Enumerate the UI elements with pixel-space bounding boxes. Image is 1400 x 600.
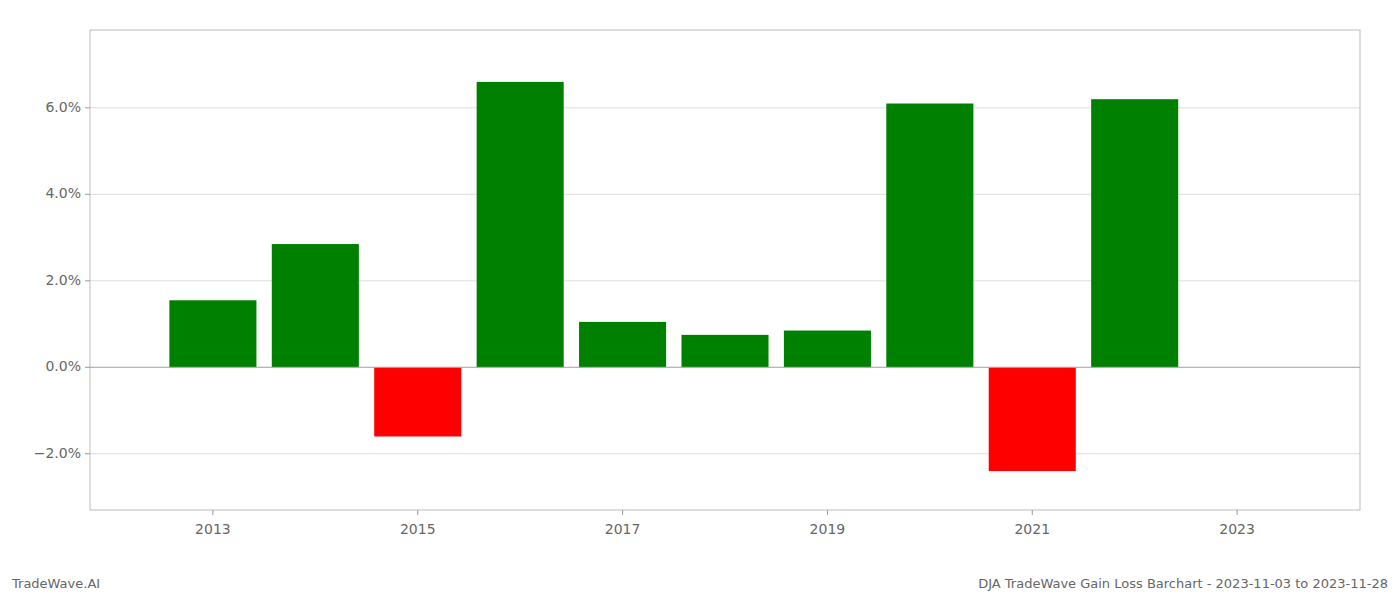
x-tick xyxy=(622,510,623,515)
plot-frame xyxy=(90,30,1360,510)
x-tick-label: 2021 xyxy=(1014,521,1050,537)
bar xyxy=(579,322,666,367)
y-tick xyxy=(85,107,90,108)
bar xyxy=(681,335,768,367)
y-tick xyxy=(85,453,90,454)
y-tick-label: −2.0% xyxy=(34,445,81,461)
x-tick xyxy=(1032,510,1033,515)
bar xyxy=(784,331,871,368)
y-tick xyxy=(85,280,90,281)
x-tick-label: 2015 xyxy=(400,521,436,537)
y-tick xyxy=(85,194,90,195)
bar xyxy=(886,104,973,368)
x-axis: 2013 2015 2017 2019 2021 2023 xyxy=(195,510,1255,537)
y-tick xyxy=(85,367,90,368)
x-tick-label: 2017 xyxy=(605,521,641,537)
x-tick-label: 2019 xyxy=(810,521,846,537)
x-tick xyxy=(827,510,828,515)
x-tick-label: 2023 xyxy=(1219,521,1255,537)
y-tick-label: 2.0% xyxy=(45,272,81,288)
chart-container: −2.0% 0.0% 2.0% 4.0% 6.0% 2013 2015 2017 2019 202… xyxy=(0,0,1400,600)
bar xyxy=(1091,99,1178,367)
bar xyxy=(169,300,256,367)
x-tick xyxy=(1237,510,1238,515)
y-tick-label: 6.0% xyxy=(45,99,81,115)
x-tick xyxy=(417,510,418,515)
bar xyxy=(272,244,359,367)
footer-text: TradeWave.AI xyxy=(11,576,100,591)
bars xyxy=(169,82,1178,471)
bar xyxy=(477,82,564,367)
x-tick-label: 2013 xyxy=(195,521,231,537)
grid-line xyxy=(90,453,1360,454)
bar xyxy=(374,367,461,436)
bar xyxy=(989,367,1076,471)
chart-svg: −2.0% 0.0% 2.0% 4.0% 6.0% 2013 2015 2017 2019 202… xyxy=(0,0,1400,600)
grid-line xyxy=(90,367,1360,368)
y-tick-label: 0.0% xyxy=(45,358,81,374)
y-tick-label: 4.0% xyxy=(45,185,81,201)
footer-text: DJA TradeWave Gain Loss Barchart - 2023-… xyxy=(978,576,1388,591)
zero-line xyxy=(90,367,1360,368)
x-tick xyxy=(212,510,213,515)
y-axis: −2.0% 0.0% 2.0% 4.0% 6.0% xyxy=(34,99,90,461)
